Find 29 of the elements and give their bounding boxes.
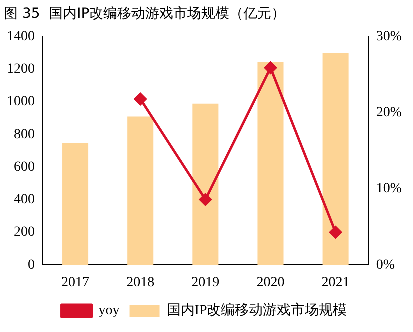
y-tick-label: 400 (14, 192, 35, 208)
y-tick-label: 1400 (7, 29, 35, 44)
x-tick-label: 2017 (62, 275, 90, 290)
y-tick-label: 200 (14, 225, 35, 240)
point (134, 92, 147, 106)
legend-label: yoy (98, 304, 120, 319)
x-tick-label: 2020 (256, 275, 285, 290)
legend-label: 国内IP改编移动游戏市场规模 (166, 302, 348, 319)
y-tick-label: 0 (28, 258, 35, 273)
y2-tick-label: 30% (376, 29, 402, 44)
y-tick-label: 800 (14, 127, 35, 142)
bar (128, 116, 154, 266)
bar (258, 62, 284, 266)
point (264, 62, 277, 74)
y-tick-label: 1200 (7, 62, 35, 78)
y2-tick-label: 10% (376, 182, 402, 197)
y-tick-label: 1000 (7, 94, 35, 110)
y2-tick-label: 0% (376, 258, 396, 273)
chart-title: 图 35 国内IP改编移动游戏市场规模（亿元） (4, 6, 286, 22)
bar (322, 53, 349, 266)
y-tick-label: 600 (14, 160, 35, 175)
x-tick-label: 2019 (192, 275, 220, 290)
x-tick-label: 2018 (126, 275, 155, 290)
x-tick-label: 2021 (322, 275, 350, 290)
y2-tick-label: 20% (376, 106, 402, 121)
bar (192, 104, 219, 266)
point (199, 193, 212, 206)
point (330, 226, 342, 239)
bar (62, 143, 89, 266)
